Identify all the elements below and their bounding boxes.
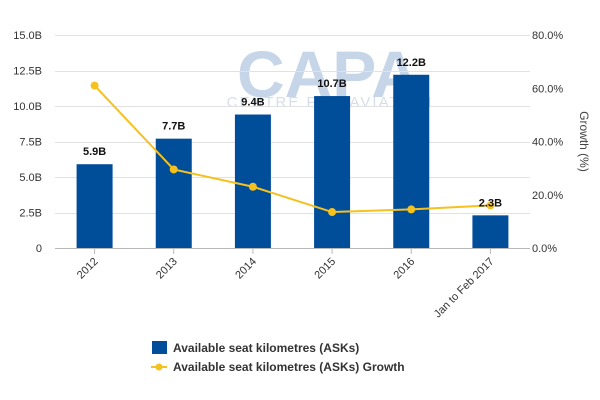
growth-point: [328, 208, 337, 217]
left-tick-label: 5.0B: [19, 172, 42, 184]
x-tick-label: 2016: [392, 256, 418, 282]
growth-line: [93, 84, 491, 214]
growth-point: [169, 165, 178, 174]
left-tick-label: 0: [36, 243, 42, 255]
asks-bar-label: 12.2B: [397, 57, 426, 69]
x-tick-label: 2012: [75, 256, 101, 282]
legend-bar-label: Available seat kilometres (ASKs): [173, 341, 359, 355]
x-tick-label: 2015: [312, 256, 338, 282]
right-tick-label: 20.0%: [532, 190, 563, 202]
x-tick-label: 2014: [233, 256, 259, 282]
gridlines: [55, 35, 530, 249]
legend-line-label: Available seat kilometres (ASKs) Growth: [173, 360, 405, 374]
asks-bar-label: 2.3B: [479, 197, 502, 209]
growth-point: [486, 201, 495, 210]
left-y-axis: 0 2.5B 5.0B 7.5B 10.0B 12.5B 15.0B: [13, 30, 42, 255]
right-tick-label: 60.0%: [532, 83, 563, 95]
asks-bar-label: 9.4B: [241, 97, 264, 109]
growth-point: [248, 182, 257, 191]
growth-line-series: [90, 81, 495, 217]
x-tick-label: Jan to Feb 2017: [432, 256, 497, 321]
left-tick-label: 7.5B: [19, 137, 42, 149]
growth-point: [90, 81, 99, 90]
legend-bar-swatch: [152, 341, 167, 354]
legend-line-marker: [155, 363, 163, 371]
growth-point: [407, 205, 416, 214]
asks-bar: [234, 114, 271, 249]
x-tick-label: 2013: [154, 256, 180, 282]
legend: Available seat kilometres (ASKs) Availabl…: [151, 341, 405, 374]
left-tick-label: 12.5B: [13, 66, 42, 78]
right-tick-label: 0.0%: [532, 243, 557, 255]
right-tick-label: 40.0%: [532, 137, 563, 149]
asks-bar-label: 10.7B: [317, 78, 346, 90]
asks-bar: [76, 164, 113, 248]
bar-data-labels: 5.9B 7.7B 9.4B 10.7B 12.2B 2.3B: [83, 57, 502, 210]
asks-bar-label: 5.9B: [83, 146, 106, 158]
left-tick-label: 15.0B: [13, 30, 42, 42]
x-axis: 2012 2013 2014 2015 2016 Jan to Feb 2017: [75, 248, 497, 320]
asks-bar: [314, 96, 351, 248]
right-tick-label: 80.0%: [532, 30, 563, 42]
asks-bar-label: 7.7B: [162, 121, 185, 133]
asks-bar: [472, 215, 509, 248]
bar-series: [76, 74, 509, 249]
left-tick-label: 2.5B: [19, 208, 42, 220]
asks-bar: [393, 74, 430, 248]
right-y-axis: 0.0% 20.0% 40.0% 60.0% 80.0%: [532, 30, 563, 255]
left-tick-label: 10.0B: [13, 101, 42, 113]
right-axis-title: Growth (%): [577, 111, 591, 172]
